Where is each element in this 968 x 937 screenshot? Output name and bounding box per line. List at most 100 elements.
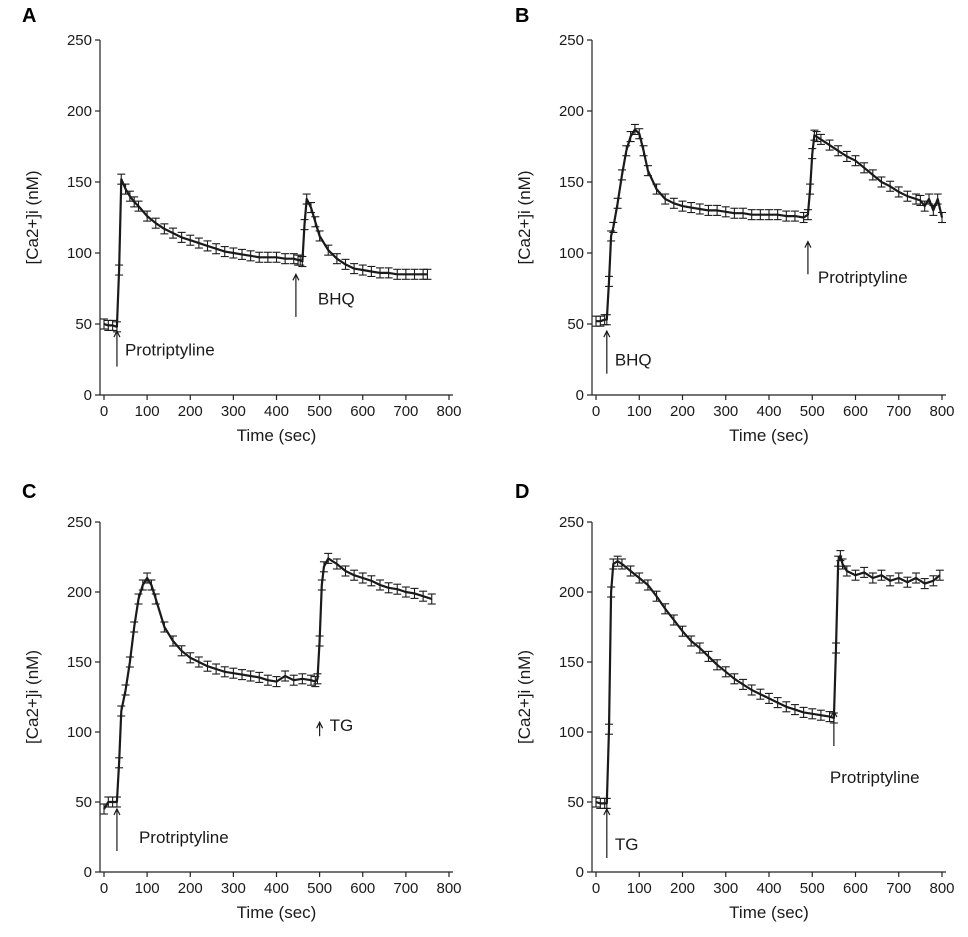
data-point xyxy=(747,209,756,221)
data-point xyxy=(687,635,696,647)
data-point xyxy=(609,558,618,570)
data-point xyxy=(635,572,644,584)
data-point xyxy=(669,197,678,209)
data-point xyxy=(617,169,626,181)
data-point xyxy=(842,565,851,577)
annotation-label: Protriptyline xyxy=(139,828,229,847)
panel-b: B 0 50 100 150 200 250 0 100 200 300 400 500 600 700 80… xyxy=(515,5,955,445)
x-tick-label: 500 xyxy=(307,403,332,420)
data-point xyxy=(868,572,877,584)
data-point xyxy=(622,145,631,157)
x-tick-label: 700 xyxy=(886,880,911,897)
data-point xyxy=(756,209,765,221)
data-point xyxy=(186,234,195,246)
data-point xyxy=(916,194,925,207)
x-tick-label: 600 xyxy=(843,403,868,420)
data-point xyxy=(739,207,748,219)
arrow-head xyxy=(113,329,121,338)
data-point xyxy=(341,258,350,270)
data-point xyxy=(401,586,410,598)
data-point xyxy=(427,593,436,605)
data-point xyxy=(713,659,722,671)
annotation: BHQ xyxy=(603,329,652,374)
data-point xyxy=(607,586,616,598)
x-tick-label: 600 xyxy=(350,403,375,420)
data-point xyxy=(765,692,773,704)
data-point xyxy=(112,796,121,808)
data-point xyxy=(307,202,315,214)
arrow-head xyxy=(316,720,324,729)
annotation: BHQ xyxy=(292,272,355,317)
panel-letter: A xyxy=(22,5,36,27)
y-axis-title: [Ca2+]i (nM) xyxy=(515,171,534,265)
data-point xyxy=(626,131,635,143)
annotation: TG xyxy=(603,807,638,858)
data-point xyxy=(643,165,652,177)
data-point xyxy=(860,162,869,174)
y-tick-label: 200 xyxy=(67,584,92,601)
data-point xyxy=(842,150,851,162)
y-tick-label: 100 xyxy=(67,724,92,741)
data-point xyxy=(721,666,730,678)
x-tick-label: 600 xyxy=(843,880,868,897)
y-tick-label: 250 xyxy=(67,32,92,49)
data-point xyxy=(713,204,722,216)
data-point xyxy=(661,603,670,615)
data-point xyxy=(300,219,309,231)
data-point xyxy=(313,673,322,685)
data-point xyxy=(832,642,841,654)
y-axis-title: [Ca2+]i (nM) xyxy=(23,171,42,265)
data-point xyxy=(661,193,670,205)
data-point xyxy=(130,621,139,633)
panel-letter: D xyxy=(515,481,529,503)
data-point xyxy=(238,669,246,681)
data-point xyxy=(803,209,812,221)
annotation-label: Protriptyline xyxy=(818,268,908,287)
x-tick-label: 200 xyxy=(670,403,695,420)
data-point xyxy=(100,803,108,815)
y-tick-label: 150 xyxy=(559,174,584,191)
data-point xyxy=(298,673,307,685)
data-point xyxy=(806,183,815,195)
data-point xyxy=(933,193,942,205)
data-point xyxy=(401,268,410,280)
x-tick-label: 0 xyxy=(100,403,108,420)
data-point xyxy=(332,558,341,570)
data-point xyxy=(739,678,748,690)
x-tick-label: 300 xyxy=(713,403,738,420)
x-tick-label: 800 xyxy=(929,403,954,420)
panel-c: C 0 50 100 150 200 250 0 100 200 300 400 500 600 700 80… xyxy=(22,481,462,922)
y-tick-label: 250 xyxy=(559,514,584,531)
x-tick-label: 700 xyxy=(393,403,418,420)
x-tick-label: 100 xyxy=(135,403,160,420)
arrow-head xyxy=(830,709,838,718)
data-point xyxy=(903,190,912,202)
x-axis-title: Time (sec) xyxy=(237,903,317,922)
data-point xyxy=(281,253,290,265)
data-point xyxy=(358,264,367,276)
x-tick-label: 500 xyxy=(307,880,332,897)
data-point xyxy=(263,251,272,263)
data-point xyxy=(410,587,419,599)
panel-d: D 0 50 100 150 200 250 0 100 200 300 400 500 600 700 80… xyxy=(515,481,955,922)
data-point xyxy=(324,244,333,256)
data-point xyxy=(143,572,152,584)
data-point xyxy=(825,711,834,723)
data-point xyxy=(298,255,307,268)
y-tick-label: 100 xyxy=(67,245,92,262)
data-point xyxy=(319,561,328,573)
data-point xyxy=(384,582,393,594)
data-point xyxy=(886,575,895,587)
data-point xyxy=(617,558,626,570)
x-tick-label: 800 xyxy=(929,880,954,897)
arrow-head xyxy=(804,240,812,248)
data-point xyxy=(143,210,152,222)
y-tick-label: 100 xyxy=(559,724,584,741)
data-point xyxy=(130,196,139,208)
data-point xyxy=(604,723,613,735)
data-point xyxy=(935,569,944,581)
data-point xyxy=(851,155,860,167)
x-tick-label: 300 xyxy=(713,880,738,897)
x-tick-label: 500 xyxy=(800,880,825,897)
x-tick-label: 400 xyxy=(756,403,781,420)
